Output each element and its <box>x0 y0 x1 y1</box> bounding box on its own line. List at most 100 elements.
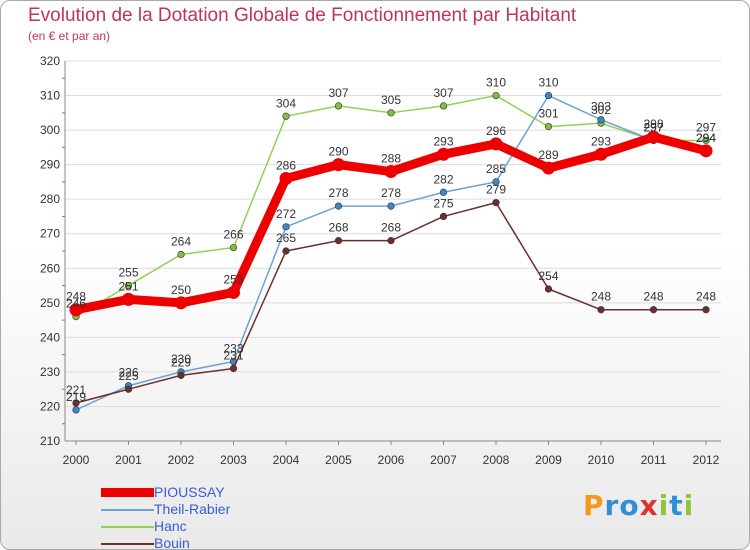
data-label: 294 <box>696 131 716 145</box>
data-label: 230 <box>171 352 191 366</box>
data-label: 272 <box>276 207 296 221</box>
legend-swatch <box>101 526 154 528</box>
x-tick-label: 2001 <box>115 453 142 467</box>
data-label: 294 <box>696 131 716 145</box>
data-point <box>439 212 448 221</box>
data-label: 307 <box>433 86 453 100</box>
data-label: 219 <box>66 390 86 404</box>
y-tick-label: 290 <box>40 158 60 172</box>
data-point <box>332 158 345 172</box>
data-point <box>227 285 240 299</box>
data-label: 233 <box>223 342 243 356</box>
legend-label: Theil-Rabier <box>154 501 231 517</box>
legend-label: Bouin <box>154 535 190 550</box>
data-point <box>282 247 290 255</box>
data-label: 265 <box>276 231 296 245</box>
x-tick-label: 2004 <box>273 453 300 467</box>
chart-subtitle: (en € et par an) <box>28 29 111 43</box>
data-point <box>647 130 660 144</box>
data-label: 310 <box>538 76 558 90</box>
data-label: 289 <box>538 148 558 162</box>
legend-swatch <box>101 509 154 511</box>
data-point <box>334 202 343 210</box>
data-point <box>439 102 448 110</box>
data-label: 304 <box>276 96 296 110</box>
data-label: 305 <box>381 93 401 107</box>
data-point <box>124 385 133 393</box>
data-point <box>489 137 503 151</box>
y-tick-label: 230 <box>40 365 60 379</box>
data-label: 275 <box>433 196 453 210</box>
x-tick-label: 2010 <box>588 453 615 467</box>
x-tick-label: 2002 <box>168 453 195 467</box>
data-label: 268 <box>381 221 401 235</box>
data-label: 254 <box>538 269 558 283</box>
data-point <box>492 178 500 186</box>
data-point <box>492 91 500 100</box>
data-label: 307 <box>328 86 348 100</box>
x-tick-label: 2000 <box>63 453 90 467</box>
data-label: 250 <box>171 283 191 297</box>
data-label: 296 <box>486 124 506 138</box>
y-tick-label: 250 <box>40 296 60 310</box>
data-point <box>387 202 395 210</box>
data-point <box>124 281 133 290</box>
data-label: 293 <box>433 134 453 148</box>
x-tick-label: 2008 <box>483 453 510 467</box>
data-label: 251 <box>118 279 138 293</box>
data-point <box>122 292 135 306</box>
data-point <box>72 399 80 407</box>
data-point <box>384 165 398 179</box>
data-label: 248 <box>696 290 716 304</box>
data-label: 286 <box>276 158 296 172</box>
data-label: 225 <box>118 369 138 383</box>
logo-letter: x <box>639 489 659 522</box>
data-point <box>72 406 80 414</box>
data-point <box>334 237 343 245</box>
data-label: 298 <box>643 117 663 131</box>
y-tick-label: 270 <box>40 227 60 241</box>
data-label: 221 <box>66 383 86 397</box>
chart-title: Evolution de la Dotation Globale de Fonc… <box>28 5 577 26</box>
data-point <box>492 199 500 207</box>
data-point <box>544 123 553 131</box>
data-label: 278 <box>381 186 401 200</box>
logo-letter: i <box>683 489 695 522</box>
data-label: 302 <box>591 103 611 117</box>
data-point <box>282 112 290 120</box>
data-point <box>387 237 395 245</box>
x-tick-label: 2007 <box>430 453 457 467</box>
data-point <box>597 116 605 124</box>
data-label: 303 <box>591 100 611 114</box>
data-point <box>542 161 555 175</box>
data-label: 248 <box>643 290 663 304</box>
x-tick-label: 2009 <box>535 453 562 467</box>
data-label: 255 <box>118 266 138 280</box>
legend-swatch <box>101 488 154 497</box>
data-label: 248 <box>591 290 611 304</box>
data-label: 266 <box>223 228 243 242</box>
legend-label: Hanc <box>154 518 187 534</box>
data-label: 285 <box>486 162 506 176</box>
data-point <box>702 136 710 145</box>
data-point <box>177 371 185 379</box>
data-label: 293 <box>591 134 611 148</box>
data-point <box>699 144 713 158</box>
proxiti-logo: Proxiti <box>583 489 694 522</box>
data-label: 253 <box>223 272 243 286</box>
data-point <box>437 147 450 161</box>
data-point <box>229 243 238 252</box>
logo-letter: P <box>583 489 605 522</box>
data-point <box>174 296 188 310</box>
x-tick-label: 2012 <box>693 453 720 467</box>
legend-label: PIOUSSAY <box>154 484 225 500</box>
y-tick-label: 240 <box>40 330 60 344</box>
x-tick-label: 2011 <box>641 453 667 467</box>
data-point <box>69 303 83 317</box>
x-tick-label: 2006 <box>378 453 405 467</box>
y-tick-label: 320 <box>40 54 60 68</box>
data-point <box>649 306 658 314</box>
data-label: 264 <box>171 234 191 248</box>
data-point <box>597 306 605 314</box>
